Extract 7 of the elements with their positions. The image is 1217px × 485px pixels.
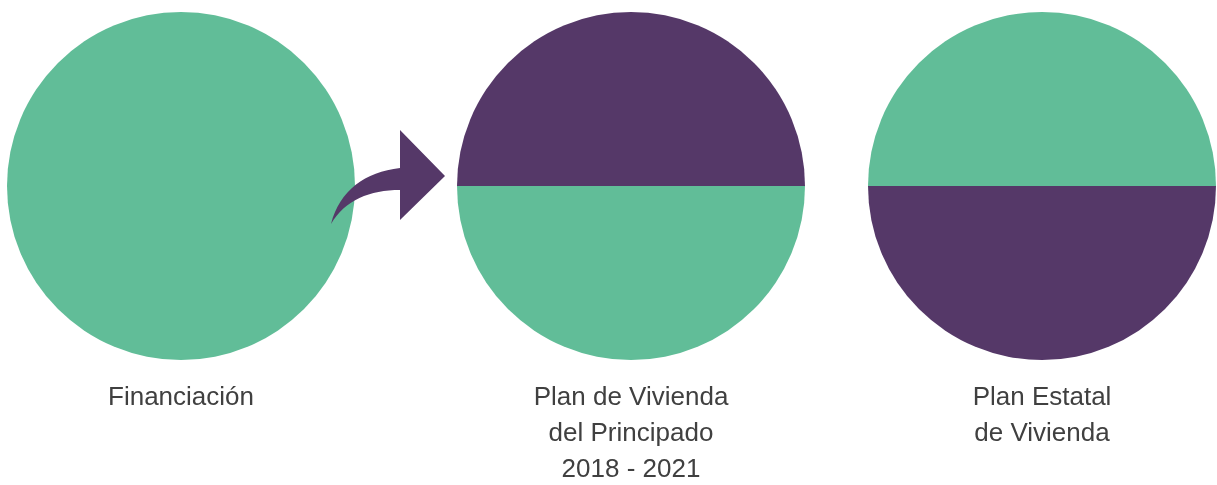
text: Plan de Vivienda del Principado 2018 - 2021 bbox=[533, 381, 729, 483]
text: Financiación bbox=[108, 381, 254, 411]
pie-slice bbox=[868, 186, 1216, 360]
text: Plan Estatal de Vivienda bbox=[972, 381, 1112, 447]
pie-slice bbox=[868, 12, 1216, 186]
pie-slice bbox=[457, 12, 805, 186]
pie-slice bbox=[457, 186, 805, 360]
